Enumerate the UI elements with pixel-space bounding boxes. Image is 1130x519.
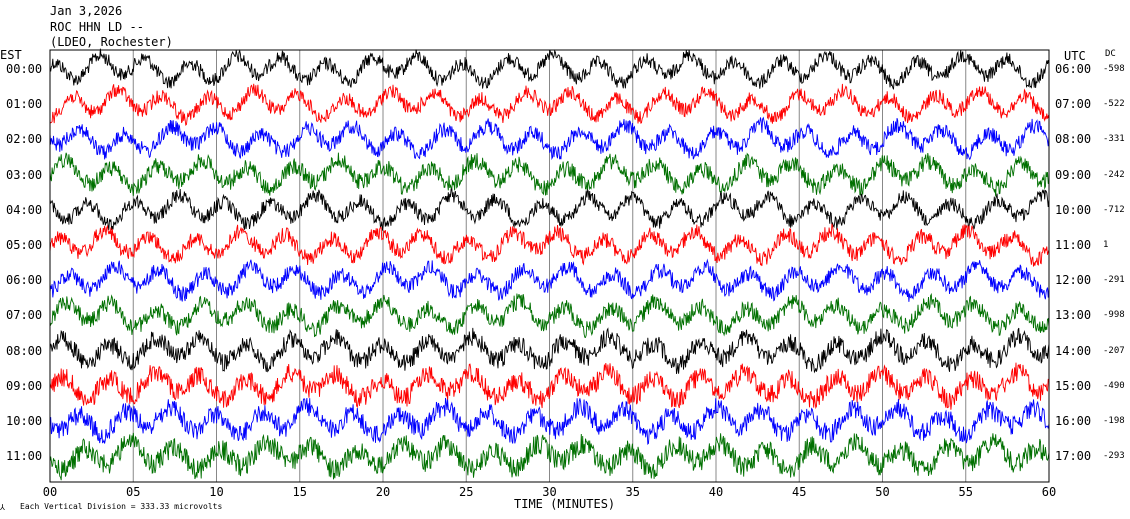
utc-hour-label: 14:00 (1055, 343, 1092, 358)
dc-value: -293 (1103, 451, 1125, 462)
utc-hour-label: 13:00 (1055, 308, 1092, 323)
dc-value: -291 (1103, 275, 1125, 286)
est-hour-label: 11:00 (6, 449, 43, 464)
trace-row-1000 (49, 397, 1050, 446)
utc-hour-label: 08:00 (1055, 132, 1092, 147)
utc-hour-label: 07:00 (1055, 97, 1092, 112)
est-hour-label: 09:00 (6, 378, 43, 393)
trace-row-0500 (49, 223, 1050, 267)
trace-row-0000 (49, 48, 1050, 90)
x-tick-label: 15 (292, 485, 307, 499)
utc-hour-label: 09:00 (1055, 167, 1092, 182)
utc-axis-label: UTC (1064, 49, 1086, 63)
dc-axis-label: DC (1105, 49, 1116, 59)
dc-value: -490 (1103, 380, 1125, 391)
dc-value: -598 (1103, 64, 1125, 74)
vertical-division-note: Each Vertical Division = 333.33 microvol… (20, 502, 223, 511)
trace-row-0100 (49, 83, 1050, 126)
utc-hour-label: 10:00 (1055, 202, 1092, 217)
scale-icon: ⅄ (0, 503, 5, 512)
est-hour-label: 04:00 (6, 202, 43, 217)
trace-row-1100 (49, 432, 1050, 481)
x-tick-label: 55 (958, 485, 973, 499)
minute-gridlines (132, 50, 967, 482)
dc-value: -522 (1103, 99, 1125, 110)
est-axis-label: EST (0, 48, 22, 62)
est-hour-label: 03:00 (6, 167, 43, 182)
date-title: Jan 3,2026 (50, 4, 123, 18)
trace-row-0800 (49, 327, 1050, 374)
x-tick-label: 50 (875, 485, 890, 499)
station-label: ROC HHN LD -- (50, 20, 144, 34)
utc-hour-label: 15:00 (1055, 378, 1092, 393)
est-hour-label: 00:00 (6, 62, 43, 76)
x-tick-label: 30 (542, 485, 557, 499)
institution-label: (LDEO, Rochester) (50, 35, 173, 49)
x-tick-label: 05 (126, 485, 141, 499)
utc-hour-label: 12:00 (1055, 273, 1092, 288)
plot-frame (49, 49, 1050, 483)
dc-value: -998 (1103, 310, 1125, 321)
x-tick-label: 60 (1041, 485, 1057, 499)
dc-value: -207 (1103, 345, 1125, 356)
x-tick-label: 10 (209, 485, 224, 499)
est-hour-label: 10:00 (6, 414, 43, 428)
trace-row-0300 (49, 152, 1050, 197)
x-tick-label: 35 (625, 485, 640, 499)
x-axis-title: TIME (MINUTES) (514, 497, 616, 511)
trace-row-0600 (49, 258, 1050, 302)
utc-hour-label: 16:00 (1055, 414, 1092, 428)
x-tick-label: 00 (42, 485, 58, 499)
x-tick-label: 25 (459, 485, 474, 499)
trace-row-0400 (49, 188, 1050, 231)
x-tick-label: 20 (375, 485, 391, 499)
trace-row-0700 (49, 292, 1050, 339)
trace-row-0900 (49, 362, 1049, 410)
dc-value: -242 (1103, 169, 1125, 180)
trace-group (49, 48, 1050, 481)
dc-value: -712 (1103, 204, 1125, 215)
trace-row-0200 (49, 116, 1050, 161)
utc-hour-label: 11:00 (1055, 238, 1092, 252)
est-hour-label: 05:00 (6, 238, 43, 252)
utc-hour-label: 17:00 (1055, 449, 1092, 464)
est-hour-label: 06:00 (6, 273, 43, 288)
est-hour-label: 02:00 (6, 132, 43, 147)
dc-value: -198 (1103, 416, 1125, 426)
est-hour-label: 07:00 (6, 308, 43, 323)
utc-hour-label: 06:00 (1055, 62, 1092, 76)
est-hour-label: 08:00 (6, 343, 43, 358)
dc-value: 1 (1103, 240, 1109, 250)
est-hour-label: 01:00 (6, 97, 43, 112)
x-tick-label: 40 (708, 485, 724, 499)
dc-value: -331 (1103, 134, 1125, 145)
x-tick-label: 45 (792, 485, 807, 499)
